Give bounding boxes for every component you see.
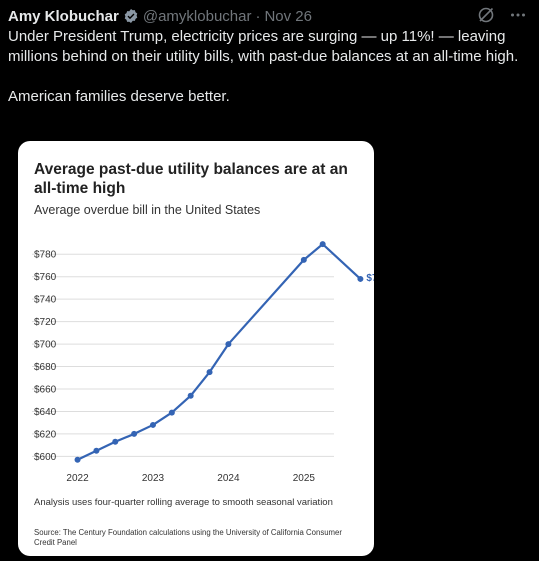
x-tick-label: 2023 <box>142 473 165 484</box>
y-tick-label: $620 <box>34 429 57 440</box>
line-chart: $600 $620 $640 $660 $680 $700 $720 $740 $760 $780… <box>32 241 374 484</box>
tweet-header: Amy Klobuchar @amyklobuchar · Nov 26 <box>8 6 531 26</box>
y-tick-label: $760 <box>34 272 57 283</box>
y-tick-label: $740 <box>34 295 57 306</box>
tweet-paragraph-2: American families deserve better. <box>8 88 230 105</box>
data-point <box>131 430 138 437</box>
data-point <box>187 392 194 399</box>
data-point <box>206 369 213 376</box>
data-point <box>112 438 119 445</box>
data-point <box>300 256 307 263</box>
verified-badge-icon <box>124 9 138 23</box>
separator-dot: · <box>255 7 261 25</box>
series-line <box>77 243 362 461</box>
chart-source: Source: The Century Foundation calculati… <box>34 528 342 547</box>
y-tick-label: $680 <box>34 362 57 373</box>
chart-title: Average past-due utility balances are at… <box>34 161 348 197</box>
tweet-text: Under President Trump, electricity price… <box>8 27 528 107</box>
y-tick-label: $780 <box>34 250 57 261</box>
data-point <box>357 275 364 282</box>
data-point <box>93 447 100 454</box>
post-date[interactable]: Nov 26 <box>264 7 312 25</box>
more-icon[interactable] <box>509 6 527 24</box>
x-tick-label: 2024 <box>217 473 240 484</box>
header-actions <box>477 6 527 24</box>
y-tick-label: $700 <box>34 340 57 351</box>
chart-subtitle: Average overdue bill in the United State… <box>34 203 261 217</box>
y-tick-label: $720 <box>34 317 57 328</box>
x-tick-label: 2025 <box>293 473 316 484</box>
data-point <box>168 409 175 416</box>
y-tick-label: $600 <box>34 452 57 463</box>
y-tick-label: $660 <box>34 385 57 396</box>
chart-note: Analysis uses four-quarter rolling avera… <box>34 497 333 508</box>
y-tick-label: $640 <box>34 407 57 418</box>
data-point <box>225 341 232 348</box>
x-tick-label: 2022 <box>66 473 89 484</box>
author-name[interactable]: Amy Klobuchar <box>8 7 119 25</box>
end-value-label: $789 <box>366 273 374 284</box>
data-point <box>149 421 156 428</box>
tweet-paragraph-1: Under President Trump, electricity price… <box>8 28 519 65</box>
grok-icon[interactable] <box>477 6 495 24</box>
chart-image-card[interactable]: Average past-due utility balances are at… <box>18 141 374 556</box>
data-point <box>319 241 326 248</box>
data-point <box>74 456 81 463</box>
author-handle[interactable]: @amyklobuchar <box>142 7 252 25</box>
